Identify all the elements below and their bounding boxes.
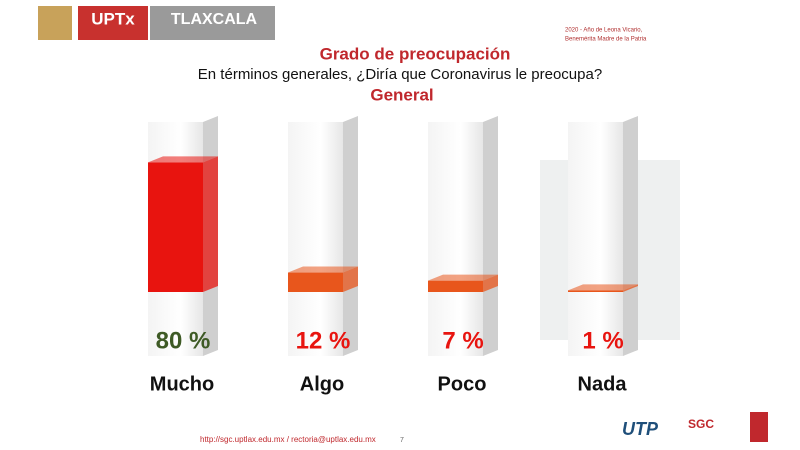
page-number: 7 [400, 437, 404, 444]
category-label: Algo [300, 373, 344, 395]
bar-top [288, 266, 358, 273]
bar-side [623, 284, 638, 292]
footer-links: http://sgc.uptlax.edu.mx / rectoria@uptl… [200, 435, 376, 444]
tube-side [483, 116, 498, 356]
bar [568, 290, 623, 292]
bar-side [483, 274, 498, 292]
logo-left: UPTx [91, 9, 135, 28]
bar-side [203, 156, 218, 292]
motto-2: Benemérita Madre de la Patria [565, 37, 647, 43]
bar [288, 272, 343, 292]
tube-side [623, 116, 638, 356]
bar [148, 162, 203, 292]
category-label: Mucho [150, 373, 214, 395]
logo-sgc: SGC [688, 417, 714, 431]
value-label: 80 % [156, 327, 211, 354]
bar-top [428, 274, 498, 281]
bar-top [568, 284, 638, 291]
value-label: 7 % [442, 327, 483, 354]
bar-side [343, 266, 358, 292]
tube-front [428, 122, 483, 356]
category-label: Poco [438, 373, 487, 395]
logo-utp: UTP [622, 419, 659, 439]
logo-mark [750, 412, 768, 442]
tube-front [288, 122, 343, 356]
tube-side [343, 116, 358, 356]
chart-subtitle: En términos generales, ¿Diría que Corona… [198, 66, 602, 83]
logo-left-box [78, 6, 148, 40]
category-label: Nada [578, 373, 628, 395]
tube-front [568, 122, 623, 356]
bar [428, 280, 483, 292]
chart-title: Grado de preocupación [320, 44, 511, 63]
logo-emblem [38, 6, 72, 40]
chart-subtitle-2: General [370, 85, 433, 104]
value-label: 12 % [296, 327, 351, 354]
bar-top [148, 156, 218, 163]
logo-right: TLAXCALA [171, 11, 258, 28]
value-label: 1 % [582, 327, 623, 354]
logo-right-box [150, 6, 275, 40]
motto-1: 2020 - Año de Leona Vicario, [565, 28, 643, 34]
